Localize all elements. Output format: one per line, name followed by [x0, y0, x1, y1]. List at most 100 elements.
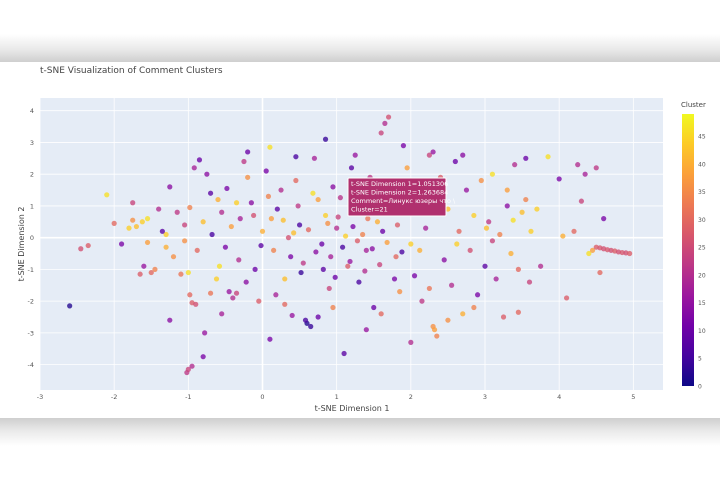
- scatter-point[interactable]: [280, 217, 286, 223]
- scatter-point[interactable]: [393, 254, 399, 260]
- scatter-point[interactable]: [334, 225, 340, 231]
- scatter-point[interactable]: [267, 144, 273, 150]
- scatter-point[interactable]: [213, 276, 220, 282]
- scatter-point[interactable]: [394, 222, 401, 228]
- scatter-point[interactable]: [196, 157, 203, 163]
- scatter-point[interactable]: [293, 177, 299, 184]
- scatter-point[interactable]: [515, 266, 521, 272]
- scatter-point[interactable]: [449, 282, 455, 288]
- scatter-point[interactable]: [347, 258, 353, 265]
- scatter-point[interactable]: [489, 238, 496, 244]
- scatter-point[interactable]: [330, 304, 336, 311]
- scatter-point[interactable]: [139, 219, 145, 225]
- scatter-point[interactable]: [187, 204, 193, 211]
- scatter-point[interactable]: [322, 212, 329, 219]
- scatter-point[interactable]: [302, 317, 309, 323]
- scatter-point[interactable]: [404, 165, 410, 171]
- scatter-point[interactable]: [251, 212, 257, 219]
- scatter-point[interactable]: [258, 242, 264, 249]
- scatter-point[interactable]: [291, 230, 297, 236]
- scatter-point[interactable]: [523, 155, 529, 161]
- scatter-point[interactable]: [187, 292, 193, 298]
- scatter-point[interactable]: [512, 162, 518, 168]
- scatter-point[interactable]: [241, 158, 247, 165]
- scatter-point[interactable]: [78, 246, 84, 252]
- scatter-point[interactable]: [471, 304, 477, 311]
- scatter-point[interactable]: [263, 168, 269, 174]
- scatter-point[interactable]: [189, 363, 195, 369]
- scatter-point[interactable]: [315, 196, 321, 203]
- scatter-point[interactable]: [523, 196, 529, 203]
- scatter-point[interactable]: [185, 366, 191, 372]
- scatter-point[interactable]: [311, 155, 318, 161]
- scatter-point[interactable]: [493, 276, 499, 282]
- scatter-point[interactable]: [348, 165, 355, 171]
- scatter-point[interactable]: [268, 216, 274, 222]
- scatter-point[interactable]: [515, 309, 521, 315]
- scatter-point[interactable]: [371, 304, 377, 311]
- scatter-point[interactable]: [360, 231, 366, 238]
- scatter-point[interactable]: [300, 260, 306, 266]
- scatter-point[interactable]: [288, 254, 294, 260]
- scatter-point[interactable]: [130, 200, 136, 206]
- scatter-point[interactable]: [200, 354, 206, 360]
- scatter-point[interactable]: [382, 120, 388, 126]
- scatter-point[interactable]: [156, 206, 162, 212]
- scatter-point[interactable]: [545, 154, 551, 160]
- scatter-point[interactable]: [222, 244, 229, 250]
- scatter-point[interactable]: [483, 225, 490, 231]
- scatter-point[interactable]: [159, 228, 165, 234]
- scatter-point[interactable]: [141, 263, 147, 269]
- scatter-point[interactable]: [478, 177, 484, 184]
- scatter-point[interactable]: [456, 228, 462, 234]
- scatter-point[interactable]: [248, 200, 254, 206]
- scatter-point[interactable]: [497, 231, 503, 238]
- scatter-point[interactable]: [148, 269, 154, 276]
- scatter-point[interactable]: [474, 292, 481, 298]
- scatter-point[interactable]: [152, 266, 158, 272]
- scatter-point[interactable]: [245, 149, 251, 155]
- scatter-point[interactable]: [408, 339, 414, 345]
- scatter-point[interactable]: [508, 250, 514, 257]
- scatter-point[interactable]: [452, 158, 458, 165]
- scatter-point[interactable]: [207, 190, 214, 196]
- scatter-point[interactable]: [202, 330, 208, 336]
- scatter-point[interactable]: [500, 314, 507, 320]
- scatter-point[interactable]: [534, 206, 540, 212]
- scatter-point[interactable]: [463, 187, 470, 193]
- scatter-point[interactable]: [342, 233, 349, 239]
- scatter-point[interactable]: [601, 216, 607, 222]
- scatter-point[interactable]: [330, 184, 336, 190]
- scatter-point[interactable]: [411, 273, 418, 279]
- scatter-point[interactable]: [397, 289, 403, 295]
- scatter-point[interactable]: [130, 217, 136, 223]
- scatter-point[interactable]: [233, 200, 240, 206]
- scatter-point[interactable]: [207, 290, 214, 296]
- scatter-point[interactable]: [374, 219, 381, 225]
- scatter-point[interactable]: [341, 350, 347, 357]
- scatter-point[interactable]: [423, 225, 429, 231]
- scatter-point[interactable]: [426, 152, 432, 158]
- scatter-point[interactable]: [575, 162, 581, 168]
- scatter-point[interactable]: [385, 114, 392, 120]
- scatter-point[interactable]: [578, 198, 585, 204]
- scatter-point[interactable]: [174, 209, 180, 215]
- scatter-point[interactable]: [282, 301, 288, 307]
- scatter-point[interactable]: [363, 247, 369, 253]
- scatter-point[interactable]: [467, 247, 473, 253]
- scatter-point[interactable]: [170, 254, 177, 260]
- scatter-point[interactable]: [118, 241, 125, 247]
- scatter-point[interactable]: [167, 317, 173, 323]
- scatter-point[interactable]: [538, 263, 544, 269]
- scatter-point[interactable]: [182, 238, 188, 244]
- scatter-point[interactable]: [271, 247, 277, 253]
- scatter-point[interactable]: [332, 274, 338, 280]
- scatter-point[interactable]: [216, 263, 223, 269]
- scatter-point[interactable]: [597, 269, 603, 276]
- scatter-point[interactable]: [356, 279, 362, 285]
- scatter-point[interactable]: [326, 285, 332, 292]
- scatter-point[interactable]: [325, 220, 331, 226]
- scatter-point[interactable]: [377, 262, 383, 268]
- scatter-point[interactable]: [337, 195, 343, 201]
- scatter-point[interactable]: [504, 203, 510, 209]
